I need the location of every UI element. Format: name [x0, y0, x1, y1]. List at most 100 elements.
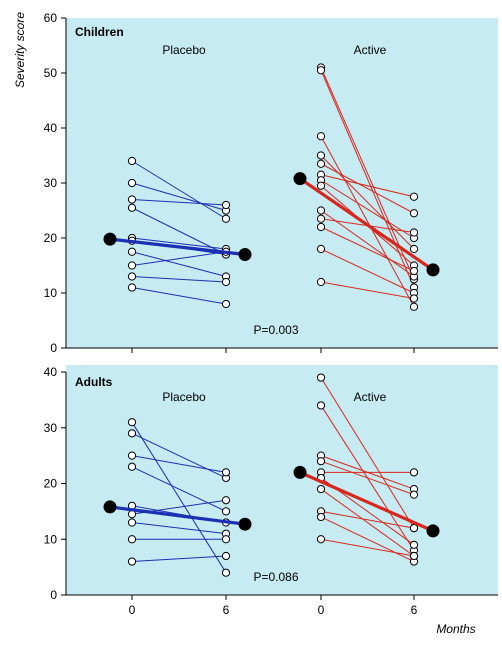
children-placebo-point-month-0 [127, 178, 137, 188]
children-active-point-month-0 [316, 132, 326, 141]
children-active-point-month-0 [316, 206, 326, 215]
children-active-point-month-6 [409, 266, 419, 276]
children-placebo-point-month-0 [127, 272, 137, 281]
children-active-point-month-0 [316, 244, 326, 254]
adults-placebo-subject-line [131, 432, 227, 479]
adults-placebo-point-month-0 [127, 557, 137, 566]
children-p-value: P=0.003 [253, 323, 298, 337]
x-tick-label-placebo-0: 0 [129, 603, 136, 617]
adults-placebo-subject-line [131, 455, 227, 473]
adults-placebo-point-month-0 [127, 462, 137, 471]
children-placebo-mean-line [109, 237, 246, 257]
adults-active-point-month-0 [316, 484, 326, 494]
children-placebo-subject-line [131, 237, 227, 250]
children-active-subject-line [320, 179, 415, 239]
adults-panel-title: Adults [75, 375, 113, 389]
adults-active-point-month-0 [316, 512, 326, 522]
adults-placebo-point-month-0 [127, 535, 137, 544]
adults-y-tick-label-20: 20 [44, 477, 58, 491]
children-active-subject-line [320, 155, 415, 250]
adults-active-mean-point-month-6 [426, 524, 440, 538]
children-active-mean-line [299, 177, 434, 272]
children-active-point-month-6 [409, 294, 419, 303]
children-active-point-month-0 [316, 66, 326, 75]
adults-placebo-point-month-6 [221, 535, 231, 544]
adults-active-point-month-0 [316, 373, 326, 382]
children-y-tick-label-10: 10 [44, 286, 58, 300]
children-active-mean-point-month-0 [293, 172, 307, 186]
adults-active-point-month-0 [316, 401, 326, 410]
children-active-subject-line [320, 226, 415, 272]
children-placebo-subject-line [131, 276, 227, 283]
children-active-subject-line [320, 67, 415, 280]
children-active-point-month-6 [409, 228, 419, 237]
children-placebo-subject-line [131, 160, 227, 220]
adults-active-mean-line [299, 470, 434, 533]
children-active-subject-line [320, 174, 415, 198]
children-active-point-month-0 [316, 214, 326, 223]
children-placebo-mean-point-month-6 [238, 248, 252, 261]
adults-placebo-point-month-0 [127, 451, 137, 460]
adults-placebo-point-month-0 [127, 429, 137, 438]
x-tick-label-active-6: 6 [411, 603, 418, 617]
children-placebo-point-month-0 [127, 283, 137, 292]
children-active-subject-line [320, 281, 415, 299]
children-active-point-month-0 [316, 181, 326, 190]
children-y-tick-label-0: 0 [50, 341, 57, 355]
x-tick-label-placebo-6: 6 [223, 603, 230, 617]
adults-placebo-subject-line [131, 555, 227, 563]
children-y-tick-label-50: 50 [44, 66, 58, 80]
children-placebo-subject-line [131, 199, 227, 206]
children-placebo-point-month-6 [221, 277, 231, 287]
adults-p-value: P=0.086 [253, 570, 298, 584]
children-placebo-point-month-6 [221, 200, 231, 210]
adults-active-point-month-0 [316, 535, 326, 544]
children-placebo-subject-line [131, 287, 227, 305]
children-y-tick-label-60: 60 [44, 11, 58, 25]
adults-y-tick-label-30: 30 [44, 421, 58, 435]
adults-active-subject-line [320, 377, 415, 529]
adults-y-tick-label-10: 10 [44, 532, 58, 546]
children-placebo-point-month-0 [127, 156, 137, 166]
children-placebo-point-month-0 [127, 203, 137, 212]
adults-placebo-subject-line [131, 522, 227, 535]
adults-placebo-mean-point-month-6 [238, 517, 252, 531]
children-active-point-month-0 [316, 151, 326, 160]
adults-active-mean-point-month-0 [293, 465, 307, 479]
adults-active-subject-line [320, 488, 415, 557]
children-y-tick-label-40: 40 [44, 121, 58, 135]
y-axis-label: Severity score [13, 12, 27, 88]
adults-placebo-point-month-6 [221, 468, 231, 477]
adults-active-point-month-6 [409, 551, 419, 561]
adults-placebo-point-month-6 [221, 496, 231, 505]
children-active-mean-point-month-6 [426, 263, 440, 277]
children-panel-title: Children [75, 25, 124, 39]
adults-placebo-subject-line [131, 466, 227, 512]
adults-y-tick-label-0: 0 [50, 588, 57, 602]
adults-placebo-subject-line [131, 421, 227, 573]
children-y-tick-label-20: 20 [44, 231, 58, 245]
children-active-subject-line [320, 70, 415, 288]
adults-placebo-label: Placebo [162, 390, 206, 404]
children-placebo-label: Placebo [162, 43, 206, 57]
adults-placebo-point-month-6 [221, 507, 231, 516]
adults-active-point-month-6 [409, 540, 419, 549]
adults-active-point-month-6 [409, 490, 419, 499]
children-active-subject-line [320, 136, 415, 307]
children-placebo-subject-line [131, 251, 227, 266]
children-placebo-point-month-0 [127, 195, 137, 204]
children-active-subject-line [320, 163, 415, 214]
adults-active-subject-line [320, 516, 415, 563]
children-placebo-point-month-0 [127, 247, 137, 256]
children-active-subject-line [320, 248, 415, 294]
children-active-point-month-6 [409, 209, 419, 218]
children-active-point-month-6 [409, 302, 419, 311]
adults-active-subject-line [320, 510, 415, 529]
adults-active-label: Active [354, 390, 387, 404]
children-active-point-month-0 [316, 277, 326, 287]
children-active-point-month-6 [409, 192, 419, 201]
children-placebo-mean-point-month-0 [103, 232, 117, 246]
x-tick-label-active-0: 0 [318, 603, 325, 617]
children-active-point-month-0 [316, 222, 326, 232]
children-y-tick-label-30: 30 [44, 176, 58, 190]
